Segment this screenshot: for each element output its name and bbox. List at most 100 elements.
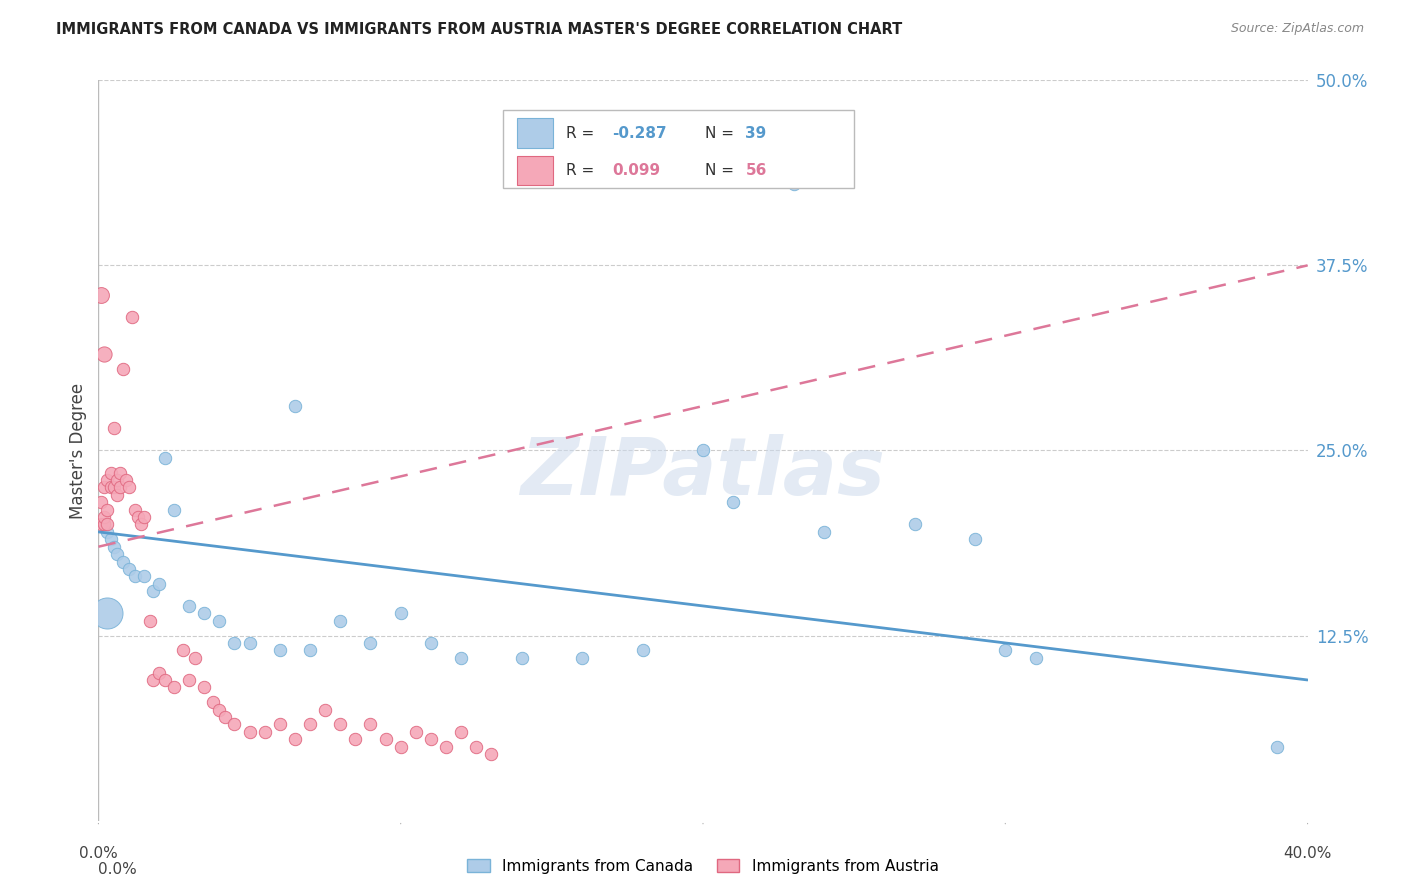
Point bbox=[344, 732, 367, 747]
Point bbox=[90, 495, 112, 509]
Point bbox=[108, 480, 131, 494]
Point bbox=[93, 510, 115, 524]
Point bbox=[163, 502, 186, 516]
Point bbox=[239, 724, 262, 739]
Point bbox=[93, 517, 115, 532]
Point bbox=[153, 673, 176, 687]
Point bbox=[93, 517, 115, 532]
Point bbox=[692, 443, 714, 458]
Point bbox=[434, 739, 457, 754]
Point bbox=[142, 584, 165, 599]
Point bbox=[1024, 650, 1046, 665]
Point bbox=[783, 177, 806, 191]
Point bbox=[208, 703, 231, 717]
FancyBboxPatch shape bbox=[517, 119, 553, 148]
Point bbox=[405, 724, 427, 739]
Text: 0.0%: 0.0% bbox=[98, 862, 138, 877]
Point bbox=[420, 732, 443, 747]
Point bbox=[96, 517, 118, 532]
Point bbox=[93, 480, 115, 494]
Point bbox=[129, 517, 152, 532]
Point bbox=[723, 495, 745, 509]
Point bbox=[111, 362, 134, 376]
Text: R =: R = bbox=[567, 163, 599, 178]
Y-axis label: Master's Degree: Master's Degree bbox=[69, 383, 87, 518]
Point bbox=[184, 650, 207, 665]
Point bbox=[96, 524, 118, 539]
Point bbox=[284, 732, 307, 747]
Point bbox=[114, 473, 136, 487]
Point bbox=[202, 695, 225, 709]
Point bbox=[481, 747, 503, 761]
Point bbox=[103, 421, 125, 435]
Text: IMMIGRANTS FROM CANADA VS IMMIGRANTS FROM AUSTRIA MASTER'S DEGREE CORRELATION CH: IMMIGRANTS FROM CANADA VS IMMIGRANTS FRO… bbox=[56, 22, 903, 37]
Point bbox=[105, 547, 128, 561]
Point bbox=[465, 739, 488, 754]
Point bbox=[127, 510, 149, 524]
Point bbox=[148, 576, 170, 591]
Point bbox=[299, 717, 322, 731]
Point bbox=[1267, 739, 1289, 754]
Point bbox=[163, 681, 186, 695]
FancyBboxPatch shape bbox=[517, 156, 553, 186]
Point bbox=[510, 650, 533, 665]
Point bbox=[103, 480, 125, 494]
Point bbox=[148, 665, 170, 680]
Point bbox=[420, 636, 443, 650]
Point bbox=[299, 643, 322, 657]
Point bbox=[239, 636, 262, 650]
Point bbox=[374, 732, 396, 747]
Point bbox=[224, 717, 246, 731]
Point bbox=[124, 502, 146, 516]
Point bbox=[132, 510, 155, 524]
Point bbox=[142, 673, 165, 687]
Point bbox=[118, 480, 141, 494]
Point bbox=[118, 562, 141, 576]
Point bbox=[93, 347, 115, 361]
Text: 56: 56 bbox=[745, 163, 766, 178]
Point bbox=[389, 607, 412, 621]
Text: 0.0%: 0.0% bbox=[79, 846, 118, 861]
Text: N =: N = bbox=[706, 126, 740, 141]
Point bbox=[105, 473, 128, 487]
Point bbox=[96, 607, 118, 621]
Point bbox=[100, 533, 122, 547]
Point bbox=[450, 724, 472, 739]
Point bbox=[965, 533, 987, 547]
Point bbox=[314, 703, 336, 717]
Point bbox=[100, 480, 122, 494]
Point bbox=[193, 681, 215, 695]
Text: 0.099: 0.099 bbox=[613, 163, 661, 178]
Point bbox=[90, 517, 112, 532]
Point bbox=[224, 636, 246, 650]
Point bbox=[360, 636, 382, 650]
Point bbox=[132, 569, 155, 583]
Point bbox=[172, 643, 194, 657]
Point bbox=[360, 717, 382, 731]
Point bbox=[214, 710, 236, 724]
Point bbox=[96, 473, 118, 487]
Text: N =: N = bbox=[706, 163, 740, 178]
Point bbox=[90, 288, 112, 302]
Point bbox=[269, 717, 291, 731]
Legend: Immigrants from Canada, Immigrants from Austria: Immigrants from Canada, Immigrants from … bbox=[461, 853, 945, 880]
Point bbox=[450, 650, 472, 665]
Point bbox=[108, 466, 131, 480]
Point bbox=[139, 614, 162, 628]
Point bbox=[179, 673, 201, 687]
Point bbox=[994, 643, 1017, 657]
Point bbox=[103, 540, 125, 554]
Text: 39: 39 bbox=[745, 126, 766, 141]
Point bbox=[329, 614, 352, 628]
Point bbox=[389, 739, 412, 754]
Point bbox=[253, 724, 276, 739]
Point bbox=[100, 466, 122, 480]
Point bbox=[179, 599, 201, 613]
Point bbox=[904, 517, 927, 532]
Point bbox=[269, 643, 291, 657]
Point bbox=[329, 717, 352, 731]
Text: 40.0%: 40.0% bbox=[1284, 846, 1331, 861]
Point bbox=[284, 399, 307, 413]
Point bbox=[124, 569, 146, 583]
Point bbox=[121, 310, 143, 325]
